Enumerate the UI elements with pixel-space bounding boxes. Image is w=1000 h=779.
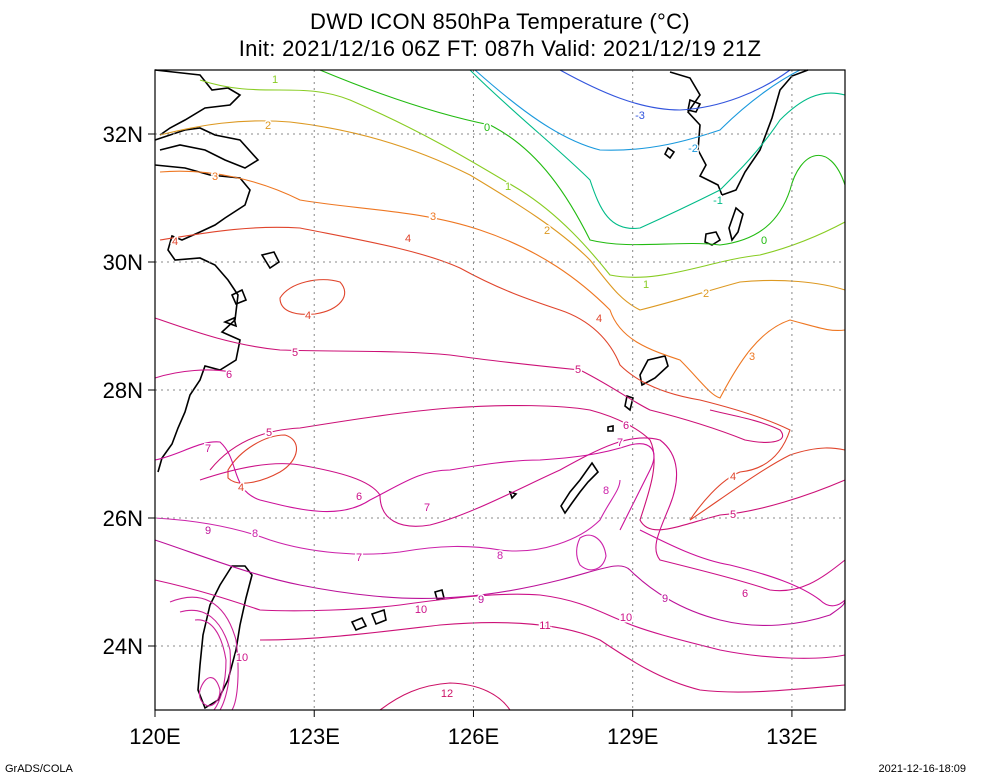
yakushima-island	[704, 231, 722, 246]
contour-label: 10	[620, 612, 632, 624]
contour-label: 2	[703, 288, 709, 300]
isotherm-4-closed-north	[279, 279, 346, 315]
contour-label: 12	[441, 688, 453, 700]
contour-label: 8	[497, 550, 503, 562]
isotherm--3	[559, 69, 791, 111]
isotherm--2	[474, 69, 801, 151]
x-tick-label: 126E	[448, 724, 499, 749]
x-tick-label: 132E	[766, 724, 817, 749]
contour-label: 6	[742, 588, 748, 600]
small-islets	[508, 394, 634, 500]
contour-label: 2	[544, 225, 550, 237]
contour-label: 6	[356, 491, 362, 503]
contour-label: 4	[596, 313, 602, 325]
contour-label: 7	[205, 443, 211, 455]
contour-label: 3	[212, 171, 218, 183]
isotherm-6b	[199, 437, 846, 592]
contour-label: 1	[272, 74, 278, 86]
contour-label: 4	[238, 482, 244, 494]
isotherm-5b	[209, 404, 846, 531]
okinawa-island	[560, 461, 600, 515]
isotherm-7b	[639, 529, 846, 607]
contour-label: 4	[305, 310, 311, 322]
contour-label: 6	[623, 420, 629, 432]
contour-label: 5	[266, 427, 272, 439]
yaeyama-islands	[350, 589, 445, 632]
contour-label: 10	[415, 604, 427, 616]
contour-label: 8	[603, 485, 609, 497]
isotherm-9	[154, 539, 846, 626]
isotherm-11	[259, 622, 846, 693]
lat-lon-grid	[154, 70, 845, 710]
coast-yangtze-estuary	[154, 127, 260, 169]
isotherm-8-closed	[576, 534, 607, 571]
isotherm-1	[199, 79, 846, 278]
contour-label: 4	[730, 471, 736, 483]
contour-label: 0	[761, 235, 767, 247]
goto-islands	[663, 98, 702, 160]
contour-label: 4	[172, 236, 178, 248]
contour-label: 5	[575, 364, 581, 376]
isotherm-6	[154, 369, 231, 379]
contour-label: 11	[539, 620, 550, 632]
isotherm-5	[154, 317, 783, 443]
isotherm-10	[154, 579, 846, 659]
generation-timestamp: 2021-12-16-18:09	[878, 763, 966, 775]
contour-label: 7	[424, 502, 430, 514]
isotherm-taiwan-bundle	[169, 596, 239, 711]
y-tick-label: 30N	[103, 250, 143, 275]
contour-label: 3	[430, 211, 436, 223]
contour-label: 5	[730, 509, 736, 521]
contour-label: 8	[252, 528, 258, 540]
coast-east-china-upper	[154, 69, 242, 136]
kyushu-coast	[669, 69, 809, 197]
y-tick-label: 32N	[103, 122, 143, 147]
isotherm-4	[159, 226, 846, 521]
coastlines	[154, 69, 809, 710]
isotherm-lines	[154, 69, 846, 711]
contour-label: 9	[205, 525, 211, 537]
contour-label: 10	[236, 652, 248, 664]
chart-subtitle: Init: 2021/12/16 06Z FT: 087h Valid: 202…	[238, 36, 762, 61]
coast-china-mainland	[154, 164, 251, 473]
y-tick-label: 28N	[103, 378, 143, 403]
contour-label: 7	[617, 437, 623, 449]
contour-label: 1	[643, 279, 649, 291]
y-tick-label: 24N	[103, 634, 143, 659]
software-credit: GrADS/COLA	[5, 763, 73, 775]
isotherm-0	[319, 69, 846, 246]
contour-label: 7	[356, 552, 362, 564]
isotherm-12	[379, 682, 511, 711]
contour-label: 6	[226, 369, 232, 381]
contour-label: 3	[749, 351, 755, 363]
y-tick-label: 26N	[103, 506, 143, 531]
x-tick-label: 120E	[129, 724, 180, 749]
contour-label: 5	[292, 347, 298, 359]
contour-label: 9	[662, 593, 668, 605]
isotherm-4-closed-south	[227, 434, 297, 484]
contour-label: 4	[405, 233, 411, 245]
x-tick-label: 129E	[607, 724, 658, 749]
amami-island	[639, 355, 669, 387]
isotherm--1	[469, 69, 846, 229]
contour-label: 0	[484, 122, 490, 134]
zhoushan-islands	[222, 251, 281, 328]
contour-label: -3	[635, 110, 645, 122]
x-tick-label: 123E	[289, 724, 340, 749]
isotherm-8	[154, 479, 621, 555]
isotherm-2	[159, 120, 846, 311]
contour-label: 9	[478, 594, 484, 606]
tanegashima-island	[728, 206, 744, 242]
contour-label: 1	[505, 181, 511, 193]
contour-label: -2	[688, 143, 698, 155]
isotherm-7	[154, 441, 655, 531]
isotherm-3	[159, 170, 846, 399]
chart-title: DWD ICON 850hPa Temperature (°C)	[310, 9, 690, 34]
contour-label: -1	[713, 195, 723, 207]
axis-ticks: 120E 123E 126E 129E 132E 32N 30N 28N 26N 24N	[103, 122, 818, 749]
contour-label: 2	[265, 120, 271, 132]
